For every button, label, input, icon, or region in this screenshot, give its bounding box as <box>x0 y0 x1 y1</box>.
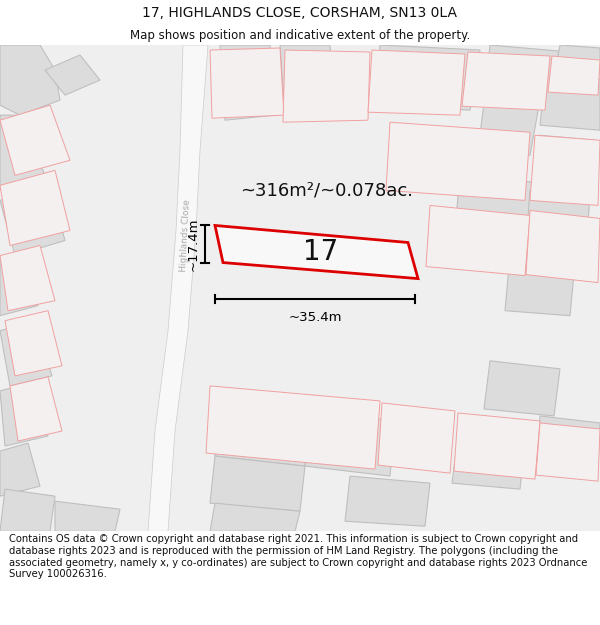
Polygon shape <box>0 253 38 316</box>
Polygon shape <box>0 186 65 256</box>
Polygon shape <box>462 52 550 110</box>
Text: Highlands Close: Highlands Close <box>179 199 191 272</box>
Text: ~316m²/~0.078ac.: ~316m²/~0.078ac. <box>240 181 413 199</box>
Polygon shape <box>535 135 595 196</box>
Polygon shape <box>540 75 600 130</box>
Text: ~35.4m: ~35.4m <box>288 311 342 324</box>
Polygon shape <box>426 206 530 276</box>
Polygon shape <box>0 489 55 531</box>
Polygon shape <box>0 115 45 191</box>
Polygon shape <box>0 383 48 446</box>
Polygon shape <box>283 50 370 122</box>
Polygon shape <box>452 436 525 489</box>
Polygon shape <box>206 386 380 469</box>
Text: Contains OS data © Crown copyright and database right 2021. This information is : Contains OS data © Crown copyright and d… <box>9 534 587 579</box>
Polygon shape <box>526 211 600 282</box>
Polygon shape <box>148 45 208 531</box>
Polygon shape <box>484 361 560 416</box>
Polygon shape <box>368 50 465 115</box>
Polygon shape <box>455 176 535 236</box>
Polygon shape <box>10 377 62 441</box>
Polygon shape <box>0 45 60 115</box>
Polygon shape <box>210 503 300 531</box>
Polygon shape <box>210 48 284 118</box>
Polygon shape <box>220 45 275 120</box>
Polygon shape <box>0 171 70 246</box>
Polygon shape <box>5 311 62 376</box>
Polygon shape <box>215 401 310 466</box>
Polygon shape <box>0 321 52 386</box>
Polygon shape <box>548 56 600 95</box>
Polygon shape <box>378 403 455 473</box>
Polygon shape <box>530 135 600 206</box>
Polygon shape <box>478 95 540 155</box>
Polygon shape <box>386 122 530 201</box>
Text: 17, HIGHLANDS CLOSE, CORSHAM, SN13 0LA: 17, HIGHLANDS CLOSE, CORSHAM, SN13 0LA <box>143 6 458 19</box>
Polygon shape <box>55 501 120 531</box>
Polygon shape <box>375 45 480 110</box>
Text: Map shows position and indicative extent of the property.: Map shows position and indicative extent… <box>130 29 470 42</box>
Polygon shape <box>45 55 100 95</box>
Polygon shape <box>537 416 600 469</box>
Polygon shape <box>305 411 395 476</box>
Polygon shape <box>555 45 600 75</box>
Polygon shape <box>280 45 335 120</box>
Polygon shape <box>0 443 40 496</box>
Polygon shape <box>210 456 305 511</box>
Polygon shape <box>215 226 418 279</box>
Polygon shape <box>454 413 540 479</box>
Polygon shape <box>485 45 570 100</box>
Polygon shape <box>525 191 590 261</box>
Text: 17: 17 <box>304 238 338 266</box>
Text: ~17.4m: ~17.4m <box>187 217 199 271</box>
Polygon shape <box>345 476 430 526</box>
Polygon shape <box>0 246 55 311</box>
Polygon shape <box>536 423 600 481</box>
Polygon shape <box>0 105 70 176</box>
Polygon shape <box>505 256 575 316</box>
